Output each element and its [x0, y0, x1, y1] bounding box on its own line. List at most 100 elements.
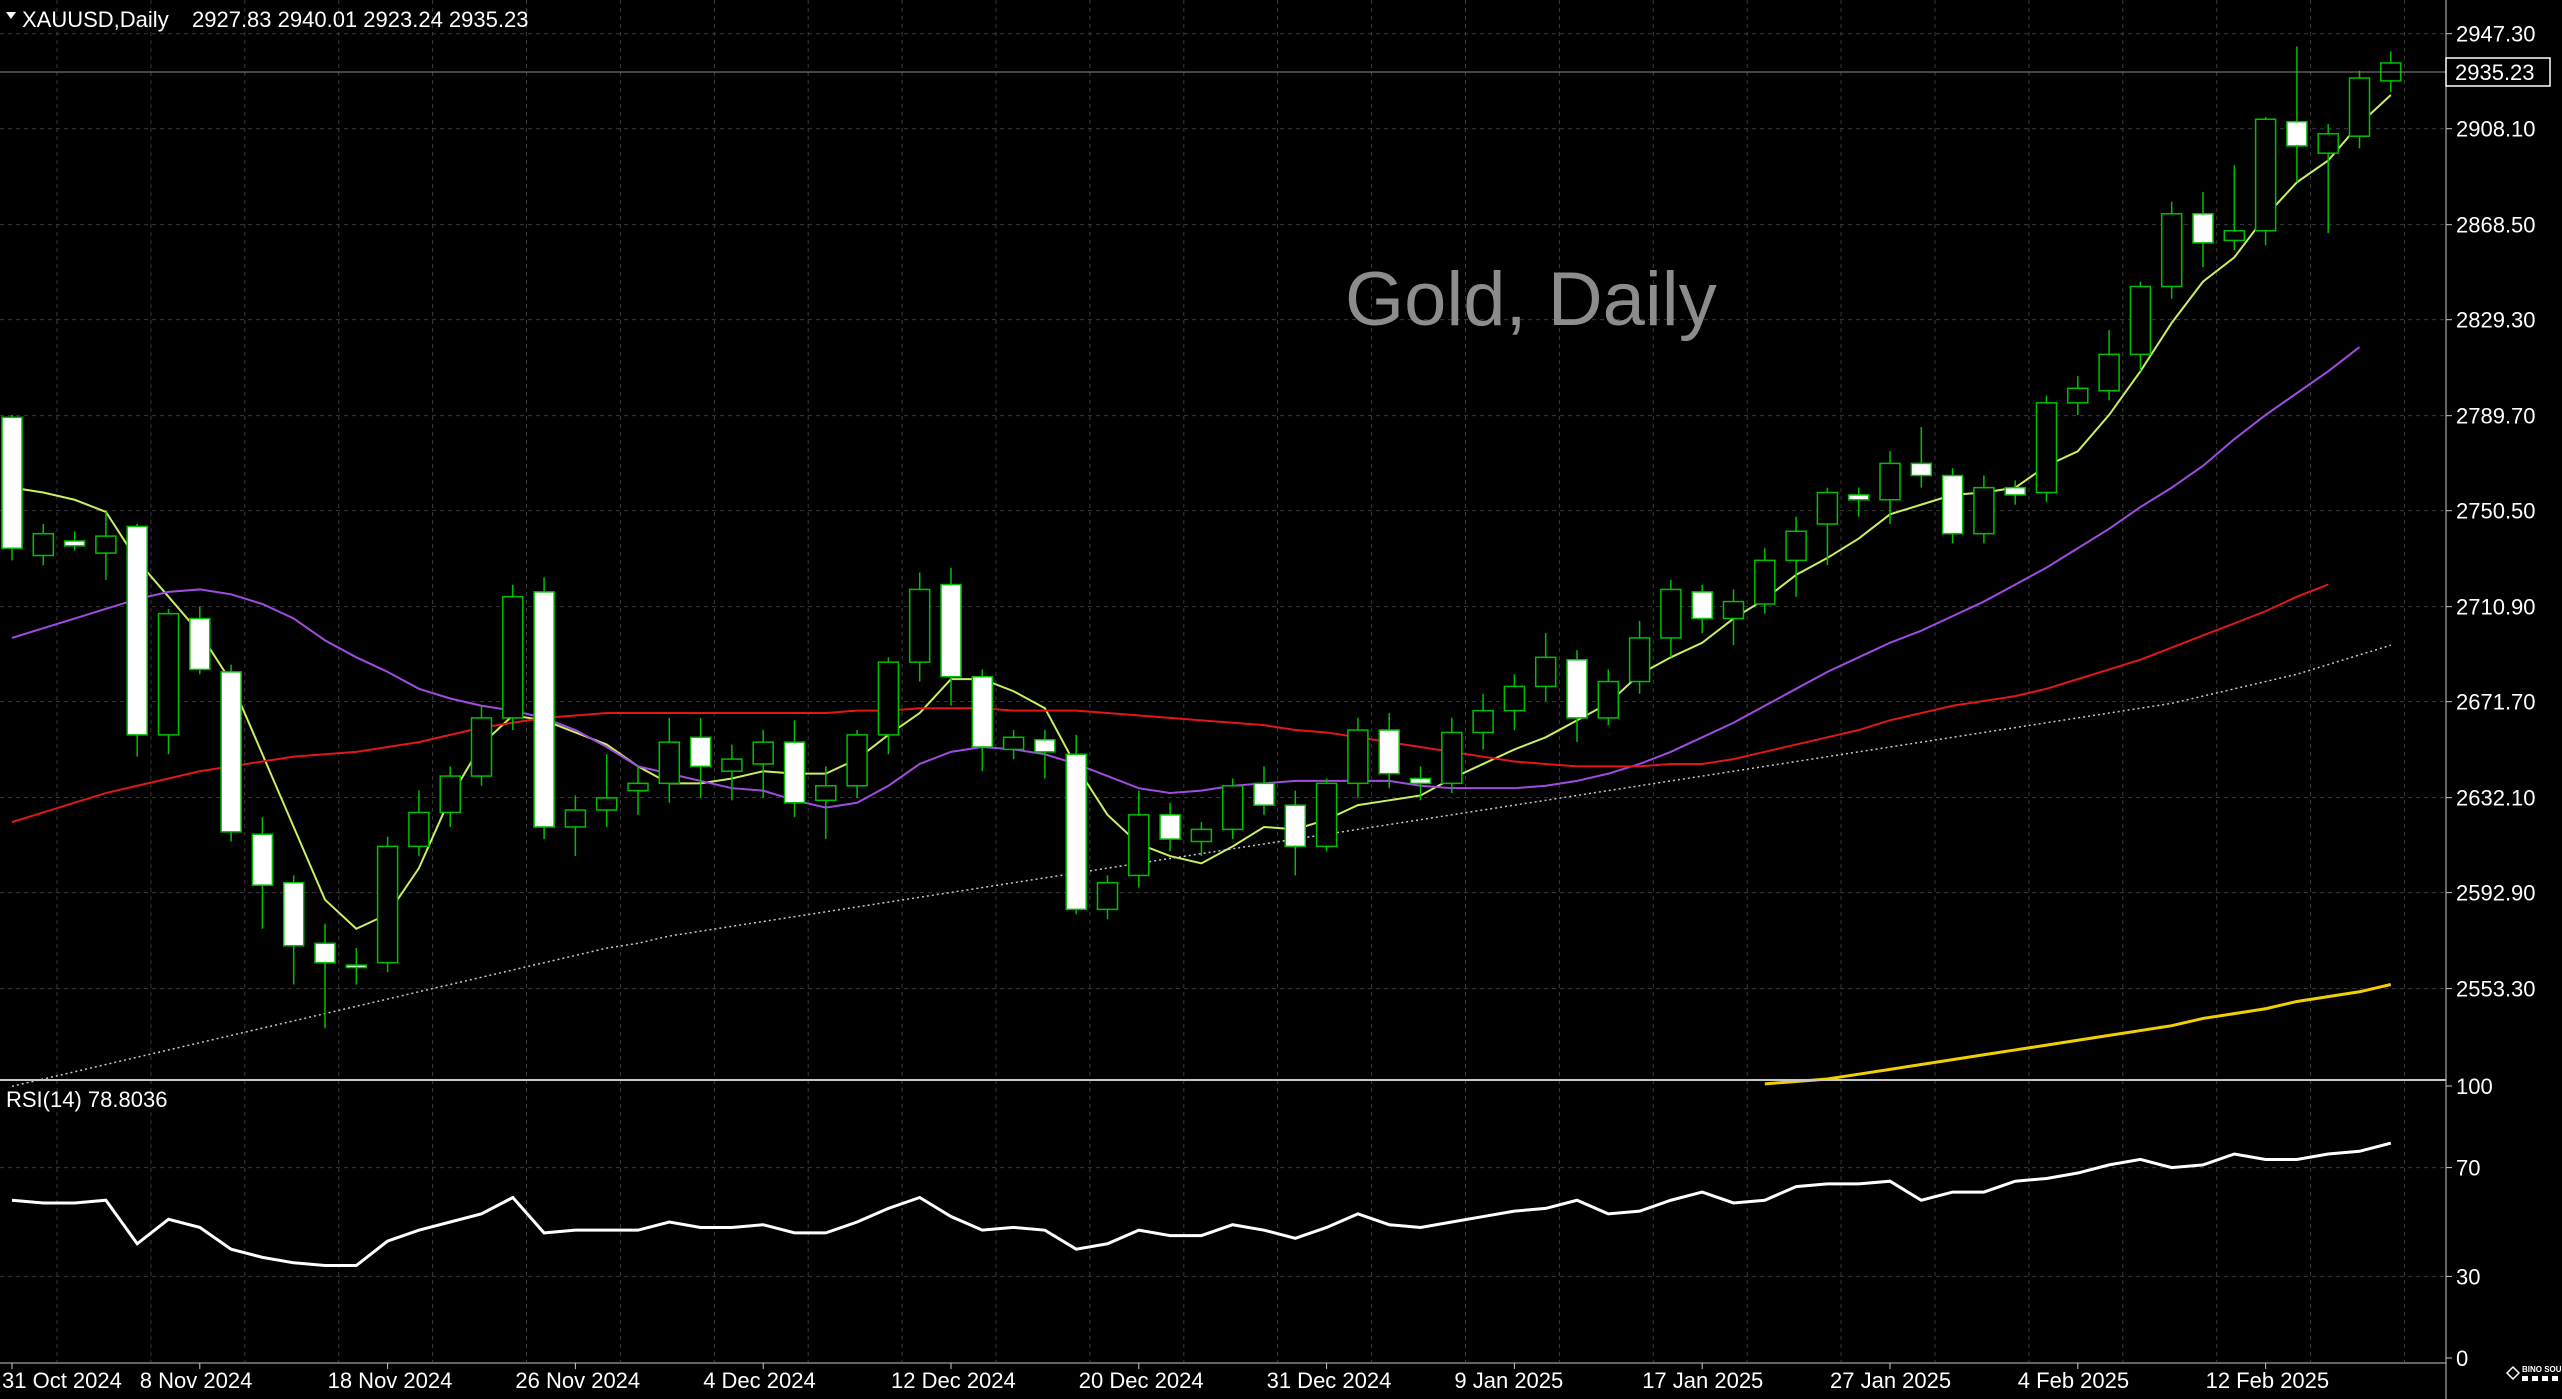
candle-bullish[interactable]: [1816, 491, 1839, 525]
candle-bearish[interactable]: [251, 833, 274, 886]
price-axis: 2947.30 2908.10 2868.50 2829.30 2789.70 2750.…: [2446, 22, 2536, 1002]
symbol-label[interactable]: XAUUSD,Daily: [22, 7, 169, 32]
candle-bearish[interactable]: [1034, 738, 1056, 753]
candle-bullish[interactable]: [1597, 680, 1620, 719]
candle-bullish[interactable]: [408, 811, 430, 848]
candle-bearish[interactable]: [533, 591, 555, 828]
candle-bearish[interactable]: [2192, 213, 2214, 244]
candle-bullish[interactable]: [2035, 402, 2058, 494]
candle-bullish[interactable]: [2348, 77, 2371, 137]
candle-bullish[interactable]: [376, 845, 399, 964]
candle-bullish[interactable]: [1785, 530, 1807, 562]
candle-bearish[interactable]: [783, 741, 806, 804]
candle-bearish[interactable]: [282, 881, 305, 947]
candle-bullish[interactable]: [1221, 785, 1244, 831]
candle-bullish[interactable]: [1128, 814, 1150, 877]
candle-bullish[interactable]: [877, 661, 900, 736]
candle-bearish[interactable]: [63, 540, 86, 547]
candle-bullish[interactable]: [1441, 731, 1463, 785]
price-tick-label: 2553.30: [2456, 977, 2536, 1002]
candle-bullish[interactable]: [1190, 828, 1213, 843]
candle-bullish[interactable]: [627, 782, 649, 792]
candle-bullish[interactable]: [815, 785, 837, 802]
candle-bullish[interactable]: [32, 532, 55, 557]
candle-bearish[interactable]: [971, 675, 994, 748]
time-tick-label: 27 Jan 2025: [1830, 1368, 1951, 1393]
candle-bearish[interactable]: [314, 942, 336, 964]
candle-bearish[interactable]: [1159, 814, 1181, 840]
candle-bearish[interactable]: [2286, 120, 2308, 147]
candle-bearish[interactable]: [1566, 658, 1588, 719]
candle-bearish[interactable]: [1065, 753, 1087, 911]
candle-bullish[interactable]: [2254, 118, 2277, 232]
ma-very_long-line: [1764, 983, 2392, 1086]
candle-bearish[interactable]: [345, 964, 368, 969]
candle-bullish[interactable]: [658, 741, 681, 785]
candle-bullish[interactable]: [595, 797, 618, 811]
candle-bullish[interactable]: [1973, 486, 1995, 535]
candle-bullish[interactable]: [1534, 656, 1557, 688]
ma-medium-line: [11, 346, 2361, 809]
caret-down-icon[interactable]: [6, 12, 16, 19]
candle-bearish[interactable]: [220, 671, 242, 833]
candle-bearish[interactable]: [126, 525, 148, 736]
time-tick-label: 18 Nov 2024: [328, 1368, 453, 1393]
time-axis: 31 Oct 2024 8 Nov 2024 18 Nov 2024 26 Nov 2…: [2, 1363, 2329, 1393]
candle-bullish[interactable]: [2098, 353, 2120, 392]
candle-bullish[interactable]: [721, 758, 743, 772]
candle-bearish[interactable]: [1284, 804, 1307, 848]
candle-bullish[interactable]: [1002, 736, 1025, 751]
candle-bullish[interactable]: [752, 741, 774, 765]
candle-bearish[interactable]: [1691, 591, 1713, 620]
rsi-axis: 100 70 30 0: [2446, 1074, 2493, 1371]
candle-bullish[interactable]: [1472, 709, 1494, 734]
candle-bullish[interactable]: [1347, 729, 1369, 785]
candle-bearish[interactable]: [189, 617, 211, 671]
candle-bearish[interactable]: [940, 583, 962, 678]
candle-bearish[interactable]: [1378, 729, 1400, 775]
candle-bullish[interactable]: [157, 612, 180, 736]
candle-bullish[interactable]: [1096, 881, 1119, 911]
candle-bearish[interactable]: [1941, 474, 1964, 535]
time-tick-label: 9 Jan 2025: [1454, 1368, 1563, 1393]
ma-slow-line: [11, 583, 2329, 824]
candle-bullish[interactable]: [1754, 559, 1776, 605]
candle-bullish[interactable]: [1503, 685, 1526, 712]
candle-bullish[interactable]: [95, 535, 117, 554]
candle-bearish[interactable]: [1253, 782, 1275, 806]
time-tick-label: 4 Dec 2024: [703, 1368, 816, 1393]
rsi-panel[interactable]: [0, 1141, 2446, 1277]
candle-bullish[interactable]: [502, 595, 524, 719]
candle-bullish[interactable]: [2160, 213, 2183, 288]
candle-bullish[interactable]: [1628, 637, 1651, 683]
rsi-label: RSI(14) 78.8036: [6, 1087, 167, 1112]
candle-bullish[interactable]: [2129, 285, 2152, 356]
price-tick-label: 2592.90: [2456, 881, 2536, 906]
candle-bullish[interactable]: [908, 588, 931, 663]
candle-bearish[interactable]: [1910, 462, 1933, 477]
candle-bearish[interactable]: [2004, 486, 2026, 496]
candle-bullish[interactable]: [439, 775, 461, 814]
candle-bullish[interactable]: [2067, 387, 2089, 404]
candle-bullish[interactable]: [564, 809, 587, 828]
candle-bearish[interactable]: [1409, 777, 1432, 785]
candle-bearish[interactable]: [1847, 494, 1870, 501]
candle-bullish[interactable]: [1722, 600, 1745, 620]
price-tick-label: 2947.30: [2456, 22, 2536, 47]
candle-bullish[interactable]: [470, 717, 493, 777]
price-tick-label: 2868.50: [2456, 213, 2536, 238]
candle-bullish[interactable]: [1660, 588, 1682, 639]
rsi-line[interactable]: [11, 1141, 2392, 1268]
time-tick-label: 8 Nov 2024: [140, 1368, 253, 1393]
candle-bullish[interactable]: [846, 734, 868, 787]
candle-bullish[interactable]: [2317, 133, 2339, 154]
candle-bullish[interactable]: [1315, 782, 1338, 848]
ohlc-readout: 2927.83 2940.01 2923.24 2935.23: [192, 7, 528, 32]
candlesticks[interactable]: [1, 46, 2402, 1029]
candle-bullish[interactable]: [2223, 229, 2246, 242]
candle-bullish[interactable]: [1879, 462, 1901, 501]
candle-bearish[interactable]: [1, 416, 23, 549]
chart-grid: [0, 0, 2446, 1362]
candle-bearish[interactable]: [689, 736, 712, 768]
